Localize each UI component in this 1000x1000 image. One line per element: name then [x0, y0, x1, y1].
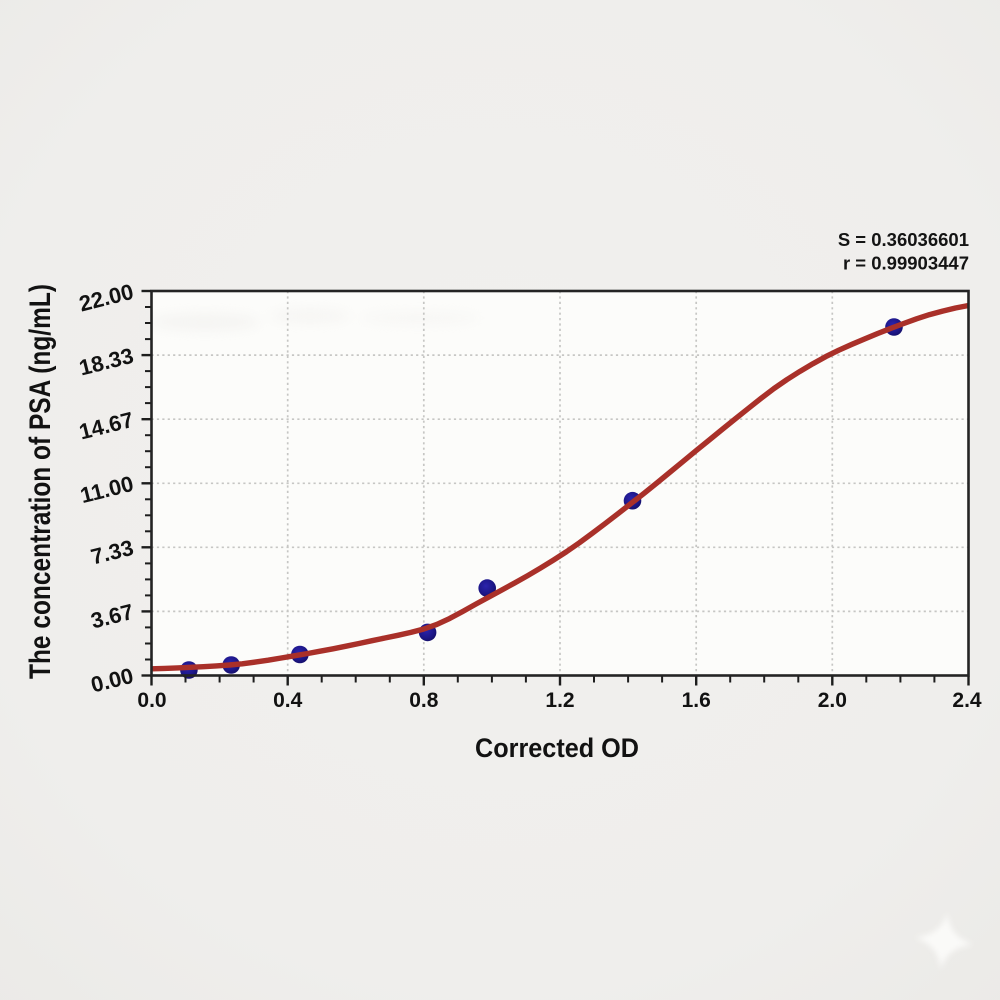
svg-text:2.0: 2.0	[818, 689, 847, 712]
svg-text:r = 0.99903447: r = 0.99903447	[843, 253, 969, 274]
svg-text:0.8: 0.8	[409, 689, 439, 712]
svg-text:Corrected OD: Corrected OD	[475, 733, 639, 763]
svg-text:1.2: 1.2	[545, 689, 574, 712]
svg-text:1.6: 1.6	[682, 689, 711, 712]
svg-text:The concentration of PSA (ng/m: The concentration of PSA (ng/mL)	[24, 284, 57, 679]
svg-text:S = 0.36036601: S = 0.36036601	[838, 229, 969, 250]
svg-text:0.0: 0.0	[137, 689, 166, 712]
svg-text:2.4: 2.4	[952, 689, 982, 712]
svg-text:0.4: 0.4	[273, 689, 303, 712]
